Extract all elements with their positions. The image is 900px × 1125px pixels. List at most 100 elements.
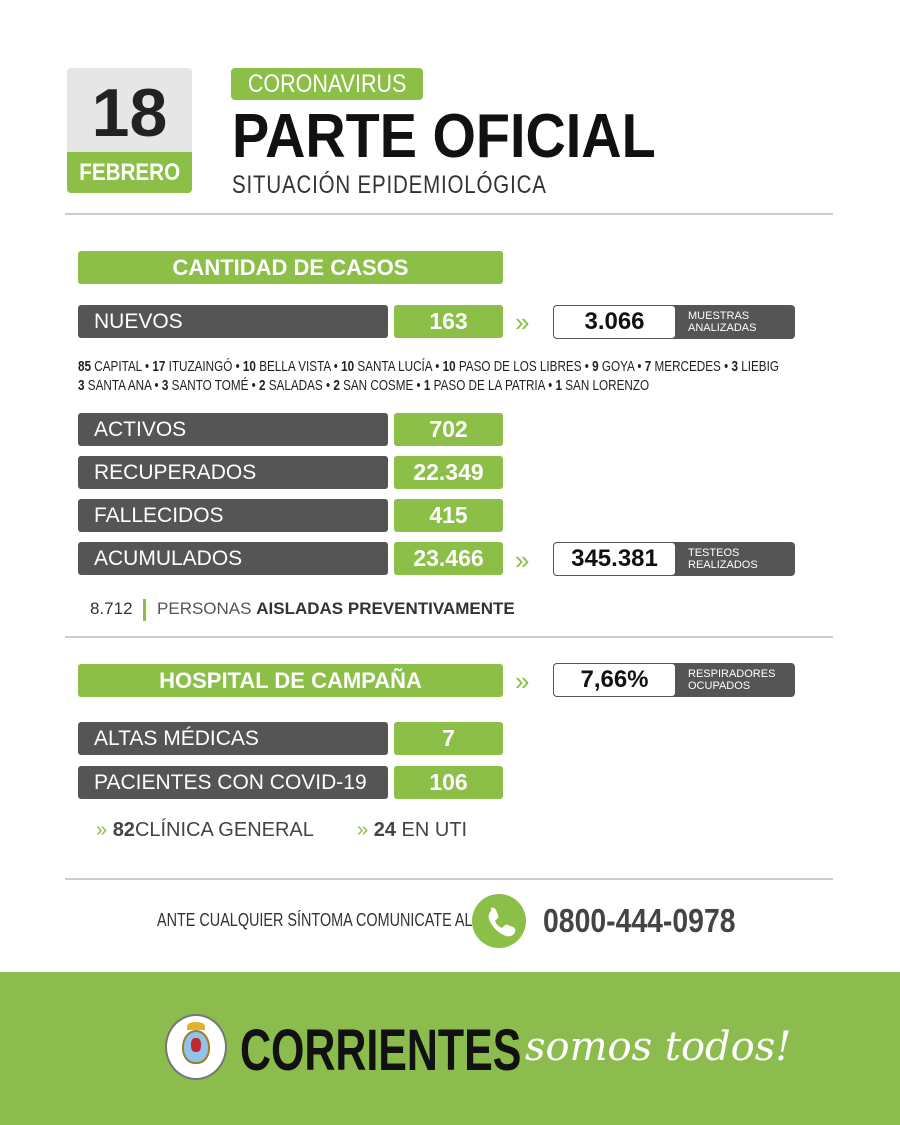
separator: • [634,358,645,375]
separator: • [322,377,334,394]
town-name: LIEBIG [741,358,779,375]
stat-value: 7 [394,722,503,755]
town-count: 9 [592,358,599,375]
nuevos-value: 163 [394,305,503,338]
town-count: 3 [78,377,85,394]
town-count: 10 [242,358,256,375]
town-name: SANTA ANA [87,377,152,394]
stat-label: RECUPERADOS [78,456,388,489]
separator: • [544,377,556,394]
town-count: 10 [442,358,456,375]
separator: • [413,377,424,394]
muestras-caption: MUESTRAS [688,310,750,322]
town-count: 3 [161,377,169,394]
phone-number[interactable]: 0800-444-0978 [543,902,736,939]
muestras-value: 3.066 [553,305,676,339]
testeos-caption: REALIZADOS [688,559,758,571]
respiradores-caption: OCUPADOS [688,680,751,692]
separator: • [720,358,732,375]
stat-value: 106 [394,766,503,799]
aislados-text-bold: AISLADAS PREVENTIVAMENTE [256,599,515,618]
date-box: 18 FEBRERO [67,68,192,193]
separator [143,598,147,621]
town-count: 2 [333,377,340,394]
town-name: ITUZAINGÓ [168,358,233,375]
town-count: 1 [423,377,431,394]
testeos-caption: TESTEOS [688,547,740,559]
respiradores-value: 7,66% [553,663,676,697]
date-month: FEBRERO [67,152,192,193]
town-name: SALADAS [268,377,323,394]
aislados-text: PERSONAS [157,599,252,618]
towns-line-1: 85 CAPITAL • 17 ITUZAINGÓ • 10 BELLA VIS… [78,357,900,376]
aislados-value: 8.712 [90,599,133,618]
uti-line: » 24 EN UTI [357,818,467,842]
town-count: 85 [78,358,92,375]
stat-value: 415 [394,499,503,532]
town-name: SAN LORENZO [565,377,650,394]
uti-label: EN UTI [401,819,468,841]
phone-icon [472,894,526,948]
contact-text: ANTE CUALQUIER SÍNTOMA COMUNICATE AL [157,910,473,930]
respiradores-caption: RESPIRADORES [688,668,776,680]
separator: • [141,358,153,375]
clinica-value: 82 [112,819,135,841]
clinica-label: CLÍNICA GENERAL [134,819,314,841]
town-name: SAN COSME [343,377,414,394]
double-chevron-right-icon: » [515,307,530,337]
date-day: 18 [91,75,168,151]
town-count: 1 [555,377,562,394]
stat-value: 23.466 [394,542,503,575]
muestras-box: 3.066 MUESTRAS ANALIZADAS [553,305,795,339]
cases-section-title: CANTIDAD DE CASOS [78,251,503,284]
town-name: GOYA [601,358,635,375]
stat-value: 22.349 [394,456,503,489]
provincial-seal-logo [165,1014,227,1080]
nuevos-label: NUEVOS [78,305,388,338]
divider [65,878,833,880]
slogan: somos todos! [525,1024,792,1070]
town-count: 17 [152,358,166,375]
uti-value: 24 [373,819,396,841]
separator: • [330,358,342,375]
separator: • [431,358,443,375]
stat-value: 702 [394,413,503,446]
divider [65,213,833,215]
double-chevron-right-icon: » [357,819,369,841]
stat-label: PACIENTES CON COVID-19 [78,766,388,799]
separator: • [232,358,243,375]
separator: • [581,358,593,375]
hospital-section-title: HOSPITAL DE CAMPAÑA [78,664,503,697]
page-subtitle: SITUACIÓN EPIDEMIOLÓGICA [232,171,547,199]
clinica-line: » 82CLÍNICA GENERAL [96,818,314,842]
page-title: PARTE OFICIAL [232,102,656,171]
separator: • [151,377,162,394]
towns-line-2: 3 SANTA ANA • 3 SANTO TOMÉ • 2 SALADAS •… [78,376,810,395]
town-name: SANTA LUCÍA [357,358,432,375]
respiradores-box: 7,66% RESPIRADORES OCUPADOS [553,663,795,697]
stat-label: FALLECIDOS [78,499,388,532]
town-count: 7 [644,358,652,375]
town-name: MERCEDES [654,358,721,375]
double-chevron-right-icon: » [515,545,530,575]
divider [65,636,833,638]
town-count: 10 [341,358,355,375]
footer: CORRIENTES somos todos! [0,972,900,1125]
town-count: 3 [731,358,738,375]
town-name: PASO DE LA PATRIA [433,377,545,394]
aislados-line: 8.712 PERSONAS AISLADAS PREVENTIVAMENTE [90,598,515,621]
muestras-caption: ANALIZADAS [688,322,757,334]
coronavirus-badge: CORONAVIRUS [231,68,423,100]
testeos-box: 345.381 TESTEOS REALIZADOS [553,542,795,576]
stat-label: ACUMULADOS [78,542,388,575]
town-name: CAPITAL [94,358,142,375]
testeos-value: 345.381 [553,542,676,576]
town-count: 2 [258,377,266,394]
double-chevron-right-icon: » [515,666,530,696]
double-chevron-right-icon: » [96,819,108,841]
brand-name: CORRIENTES [240,1018,522,1083]
separator: • [248,377,259,394]
stat-label: ACTIVOS [78,413,388,446]
stat-label: ALTAS MÉDICAS [78,722,388,755]
town-name: BELLA VISTA [259,358,331,375]
